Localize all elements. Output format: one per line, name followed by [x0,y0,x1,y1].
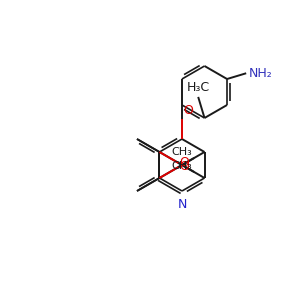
Text: O: O [179,157,189,169]
Text: H₃C: H₃C [187,81,210,94]
Text: O: O [179,160,189,173]
Text: NH₂: NH₂ [249,67,273,80]
Text: CH₃: CH₃ [171,161,192,171]
Text: N: N [177,198,187,211]
Text: CH₃: CH₃ [171,147,192,157]
Text: O: O [183,104,193,117]
